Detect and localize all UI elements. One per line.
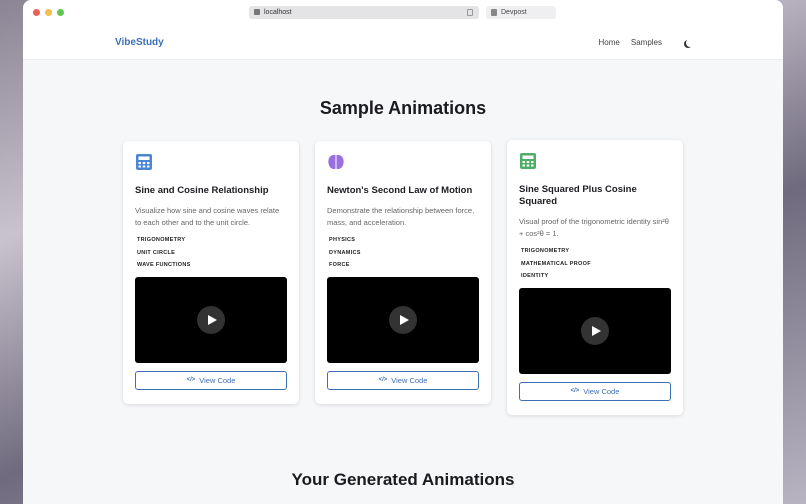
tag: WAVE FUNCTIONS	[137, 262, 191, 268]
card-title: Sine Squared Plus Cosine Squared	[519, 184, 637, 207]
share-icon[interactable]	[467, 9, 473, 16]
nav-samples-link[interactable]: Samples	[630, 38, 662, 47]
address-bar[interactable]: localhost	[249, 6, 479, 19]
browser-tab-devpost[interactable]: Devpost	[486, 6, 556, 19]
view-code-button[interactable]: </> View Code	[135, 370, 287, 390]
sample-card: Sine Squared Plus Cosine Squared Visual …	[507, 140, 683, 415]
play-icon[interactable]	[197, 305, 225, 334]
button-label: View Code	[391, 375, 428, 385]
view-code-button[interactable]: </> View Code	[519, 381, 671, 401]
tag: IDENTITY	[521, 273, 549, 279]
site-favicon-icon	[254, 9, 260, 15]
maximize-window-button[interactable]	[57, 9, 64, 16]
card-title: Sine and Cosine Relationship	[135, 185, 269, 196]
play-icon[interactable]	[581, 316, 609, 345]
code-icon: </>	[570, 388, 580, 394]
card-title: Newton's Second Law of Motion	[327, 185, 473, 196]
tag: TRIGONOMETRY	[521, 248, 570, 254]
url-text: localhost	[264, 9, 292, 16]
tag: FORCE	[329, 262, 350, 268]
tag: PHYSICS	[329, 237, 356, 243]
browser-window: localhost Devpost VibeStudy Home Samples…	[23, 0, 783, 504]
card-description: Visualize how sine and cosine waves rela…	[135, 206, 280, 227]
brain-icon	[328, 154, 344, 170]
video-player[interactable]	[519, 287, 671, 374]
view-code-button[interactable]: </> View Code	[327, 370, 479, 390]
sample-card: Newton's Second Law of Motion Demonstrat…	[315, 141, 491, 404]
navbar: VibeStudy Home Samples	[23, 25, 783, 60]
tag: DYNAMICS	[329, 249, 361, 256]
sample-cards: Sine and Cosine Relationship Visualize h…	[123, 140, 683, 415]
tag: TRIGONOMETRY	[137, 237, 186, 243]
button-label: View Code	[199, 375, 236, 385]
moon-icon[interactable]	[686, 39, 694, 47]
brand-logo[interactable]: VibeStudy	[115, 37, 164, 48]
devpost-favicon-icon	[491, 9, 497, 16]
minimize-window-button[interactable]	[45, 9, 52, 16]
card-description: Visual proof of the trigonometric identi…	[519, 217, 669, 238]
video-player[interactable]	[135, 276, 287, 363]
video-player[interactable]	[327, 276, 479, 363]
close-window-button[interactable]	[33, 9, 40, 16]
tab-label: Devpost	[501, 9, 527, 16]
tag: UNIT CIRCLE	[137, 249, 176, 256]
page-title: Sample Animations	[319, 98, 487, 118]
calculator-icon	[520, 153, 536, 169]
calculator-icon	[136, 154, 152, 170]
tag: MATHEMATICAL PROOF	[521, 260, 591, 267]
browser-titlebar: localhost Devpost	[23, 0, 783, 25]
generated-section-title: Your Generated Animations	[291, 470, 515, 489]
code-icon: </>	[378, 377, 388, 383]
code-icon: </>	[186, 377, 196, 383]
nav-home-link[interactable]: Home	[598, 38, 620, 47]
sample-card: Sine and Cosine Relationship Visualize h…	[123, 141, 299, 404]
button-label: View Code	[583, 386, 620, 396]
card-description: Demonstrate the relationship between for…	[327, 206, 475, 227]
play-icon[interactable]	[389, 305, 417, 334]
